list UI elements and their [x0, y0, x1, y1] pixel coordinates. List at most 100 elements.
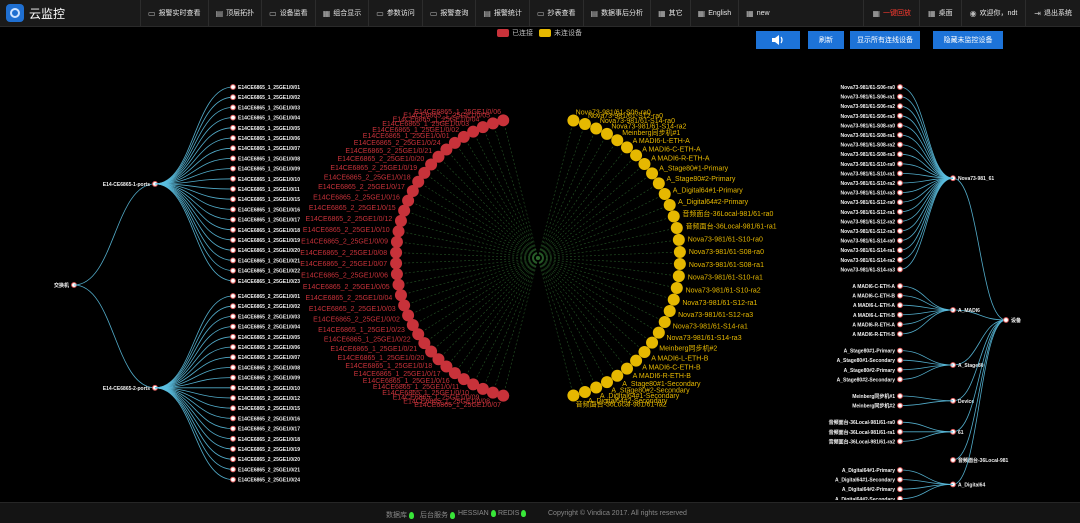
- tree-node[interactable]: [897, 218, 903, 225]
- ring-node[interactable]: [630, 354, 643, 367]
- ring-node[interactable]: [476, 121, 489, 134]
- tree-node[interactable]: [897, 302, 903, 309]
- ring-node[interactable]: [448, 136, 461, 149]
- tree-node[interactable]: [897, 438, 903, 445]
- ring-node[interactable]: [390, 246, 403, 259]
- tree-node[interactable]: [897, 476, 903, 483]
- tree-node[interactable]: [897, 402, 903, 409]
- ring-node[interactable]: [638, 158, 651, 171]
- tree-node[interactable]: [897, 266, 903, 273]
- ring-node[interactable]: [567, 389, 580, 402]
- user-nav-item-3[interactable]: ⇥ 退出系统: [1025, 0, 1080, 26]
- ring-node[interactable]: [486, 386, 499, 399]
- tree-node[interactable]: [897, 467, 903, 473]
- ring-node[interactable]: [600, 127, 613, 140]
- tree-node[interactable]: [230, 135, 236, 141]
- tree-node[interactable]: [897, 419, 903, 426]
- ring-node[interactable]: [394, 214, 407, 227]
- tree-node[interactable]: [897, 84, 903, 90]
- tree-node[interactable]: [897, 132, 903, 138]
- tree-node[interactable]: [1003, 317, 1009, 323]
- ring-node[interactable]: [672, 233, 685, 246]
- tree-node[interactable]: [230, 313, 236, 320]
- tree-node[interactable]: [897, 495, 903, 500]
- tree-node[interactable]: [230, 237, 236, 243]
- ring-node[interactable]: [673, 245, 686, 258]
- nav-item-11[interactable]: ▦ new: [738, 0, 776, 26]
- ring-node[interactable]: [611, 369, 624, 382]
- ring-node[interactable]: [418, 337, 431, 350]
- user-nav-item-2[interactable]: ◉ 欢迎你，ndt: [960, 0, 1026, 26]
- tree-node[interactable]: [897, 141, 903, 148]
- ring-node[interactable]: [590, 122, 603, 135]
- nav-item-3[interactable]: ▦ 组合显示: [314, 0, 369, 26]
- tree-node[interactable]: [230, 344, 236, 350]
- ring-node[interactable]: [390, 235, 403, 248]
- ring-node[interactable]: [390, 257, 403, 270]
- ring-node[interactable]: [646, 167, 659, 180]
- nav-item-6[interactable]: ▤ 报警统计: [475, 0, 529, 26]
- tree-node[interactable]: [230, 186, 236, 192]
- tree-node[interactable]: [897, 247, 903, 254]
- tree-node[interactable]: [230, 476, 236, 483]
- ring-node[interactable]: [406, 184, 419, 197]
- tree-node[interactable]: [230, 446, 236, 452]
- tree-node[interactable]: [897, 103, 903, 110]
- tree-node[interactable]: [230, 466, 236, 473]
- tree-node[interactable]: [230, 124, 236, 131]
- tree-node[interactable]: [897, 393, 903, 399]
- ring-node[interactable]: [418, 166, 431, 179]
- tree-node[interactable]: [230, 405, 236, 412]
- tree-node[interactable]: [230, 303, 236, 310]
- tree-node[interactable]: [897, 160, 903, 167]
- ring-node[interactable]: [667, 293, 680, 306]
- tree-node[interactable]: [230, 216, 236, 223]
- ring-node[interactable]: [412, 328, 425, 341]
- ring-node[interactable]: [670, 281, 683, 294]
- refresh-button[interactable]: 刷新: [808, 31, 844, 49]
- tree-node[interactable]: [230, 104, 236, 111]
- ring-node[interactable]: [600, 376, 613, 389]
- tree-node[interactable]: [230, 364, 236, 371]
- ring-node[interactable]: [457, 373, 470, 386]
- ring-node[interactable]: [398, 204, 411, 217]
- ring-node[interactable]: [578, 386, 591, 399]
- tree-node[interactable]: [230, 206, 236, 213]
- hide-unmonitored-button[interactable]: 隐藏未监控设备: [933, 31, 1003, 49]
- tree-node[interactable]: [230, 155, 236, 162]
- tree-node[interactable]: [230, 323, 236, 330]
- ring-node[interactable]: [486, 117, 499, 130]
- tree-node[interactable]: [230, 293, 236, 299]
- user-nav-item-0[interactable]: ▦ 一键回放: [863, 0, 919, 26]
- ring-node[interactable]: [425, 345, 438, 358]
- tree-node[interactable]: [230, 196, 236, 203]
- ring-node[interactable]: [425, 158, 438, 171]
- tree-node[interactable]: [897, 228, 903, 234]
- tree-node[interactable]: [897, 180, 903, 186]
- show-all-devices-button[interactable]: 显示所有连线设备: [850, 31, 920, 49]
- tree-node[interactable]: [230, 114, 236, 121]
- tree-node[interactable]: [230, 175, 236, 182]
- ring-node[interactable]: [402, 194, 415, 207]
- ring-node[interactable]: [667, 210, 680, 223]
- ring-node[interactable]: [670, 222, 683, 235]
- tree-node[interactable]: [230, 94, 236, 101]
- tree-node[interactable]: [897, 93, 903, 100]
- nav-item-7[interactable]: ▭ 抄表查看: [528, 0, 583, 26]
- ring-node[interactable]: [467, 378, 480, 391]
- tree-node[interactable]: [950, 457, 956, 463]
- tree-node[interactable]: [230, 384, 236, 391]
- tree-node[interactable]: [230, 267, 236, 274]
- tree-node[interactable]: [897, 357, 903, 364]
- tree-node[interactable]: [230, 435, 236, 442]
- ring-node[interactable]: [578, 117, 591, 130]
- ring-node[interactable]: [412, 175, 425, 188]
- tree-node[interactable]: [897, 151, 903, 158]
- ring-node[interactable]: [663, 305, 676, 318]
- ring-node[interactable]: [646, 336, 659, 349]
- ring-node[interactable]: [432, 353, 445, 366]
- ring-node[interactable]: [392, 278, 405, 291]
- ring-node[interactable]: [658, 316, 671, 329]
- tree-node[interactable]: [897, 331, 903, 337]
- tree-node[interactable]: [230, 165, 236, 172]
